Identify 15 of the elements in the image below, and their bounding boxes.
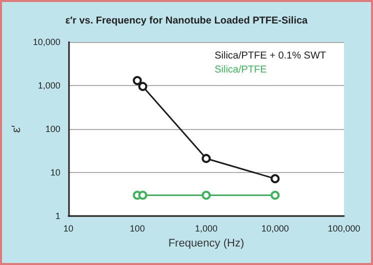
y-tick-label: 10	[50, 168, 60, 178]
y-tick-label: 10,000	[32, 37, 60, 47]
y-tick-label: 100	[45, 124, 60, 134]
text: Silica/PTFE + 0.1% SWT	[214, 50, 326, 62]
x-tick-label: 100	[130, 224, 145, 234]
x-tick-label: 10	[63, 224, 74, 234]
x-tick-label: 100,000	[328, 224, 360, 234]
x-tick-label: 10,000	[261, 224, 289, 234]
y-tick-label: 1,000	[38, 80, 60, 90]
y-tick-label: 1	[55, 211, 60, 221]
text: Silica/PTFE	[214, 64, 268, 76]
x-axis-title: Frequency (Hz)	[168, 237, 244, 250]
x-tick-label: 1,000	[194, 224, 218, 234]
y-axis-title: ε′	[9, 124, 23, 133]
chart-title: ε′r vs. Frequency for Nanotube Loaded PTFE-Silica	[65, 16, 308, 26]
